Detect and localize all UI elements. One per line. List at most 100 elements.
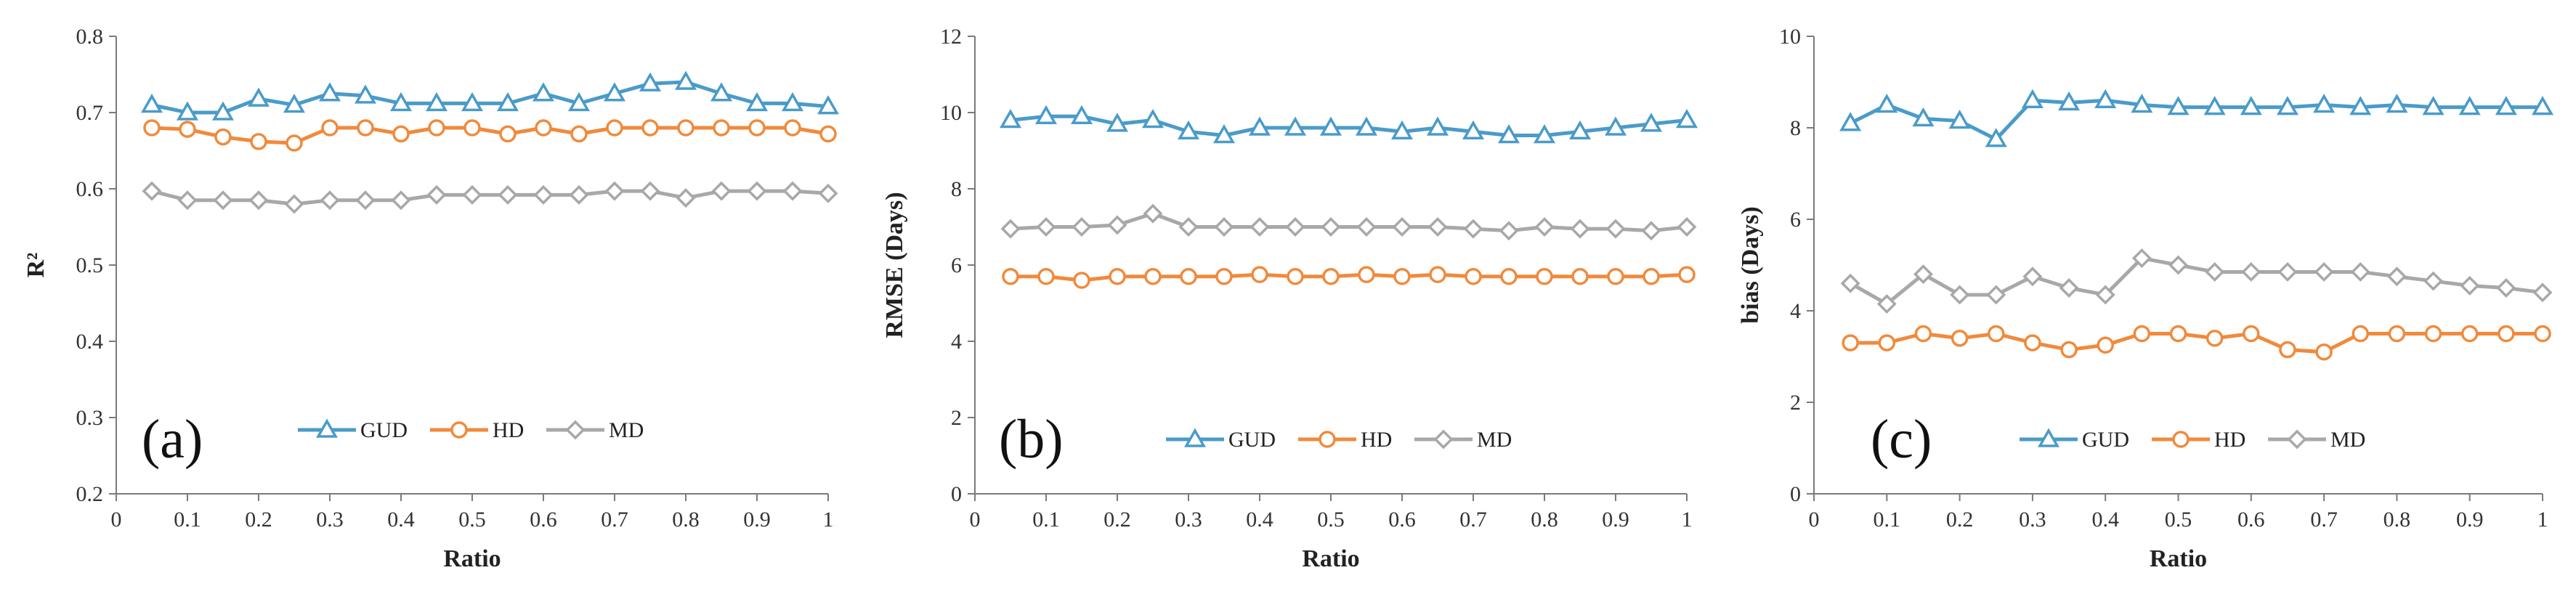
chart-c-gud-point-3 — [1948, 110, 1971, 129]
chart-b-hd-point-7 — [1251, 266, 1268, 283]
chart-b-hd-point-11 — [1393, 268, 1411, 285]
chart-c-md-point-0 — [1840, 273, 1860, 293]
chart-b-gud-point-16 — [1568, 120, 1592, 139]
chart-a-gud-point-0 — [140, 93, 163, 113]
chart-a-x-axis-title: Ratio — [443, 545, 501, 572]
chart-b-gud-point-11 — [1390, 120, 1414, 139]
chart-b-gud-point-9 — [1319, 116, 1342, 136]
chart-b-svg: 0 2 4 6 8 10 12 0 0.1 0.2 0.3 0.4 0.5 0.6 0.7 0.8 0.9 1 Ra… — [881, 25, 1698, 572]
chart-a-md-point-0 — [142, 181, 162, 201]
chart-c-hd-point-10 — [2206, 330, 2224, 347]
chart-a-md-point-14 — [640, 181, 660, 201]
chart-b-md-point-8 — [1285, 217, 1305, 237]
chart-a-md-point-11 — [533, 184, 554, 205]
chart-a-gud-point-3 — [247, 87, 270, 107]
chart-a-gud-point-1 — [176, 101, 199, 121]
chart-c-hd-point-7 — [2097, 336, 2114, 354]
chart-a-gud-point-9 — [461, 91, 484, 112]
chart-c-hd-point-16 — [2424, 325, 2442, 343]
chart-a-ytick-label-1: 0.3 — [76, 406, 104, 430]
chart-c-ytick-label-1: 2 — [1790, 391, 1801, 415]
chart-b-md-point-2 — [1072, 217, 1092, 237]
chart-a-hd-point-8 — [428, 119, 445, 137]
chart-a-gud-point-19 — [817, 95, 840, 115]
chart-a-series-md — [142, 181, 838, 214]
chart-c-hd-point-2 — [1914, 325, 1932, 343]
chart-c-xtick-label-8: 0.8 — [2383, 508, 2411, 532]
chart-b-hd-point-10 — [1358, 266, 1375, 283]
chart-a-hd-point-7 — [392, 125, 410, 143]
chart-c-hd-point-4 — [1988, 325, 2005, 343]
chart-c-md-point-6 — [2059, 278, 2079, 298]
chart-c-svg: 0 2 4 6 8 10 0 0.1 0.2 0.3 0.4 0.5 0.6 0.7 0.8 0.9 1 Rati… — [1737, 25, 2554, 572]
chart-b-hd-point-1 — [1037, 268, 1055, 285]
chart-c-gud-point-legend — [2037, 428, 2060, 447]
chart-c-hd-point-3 — [1951, 330, 1969, 347]
chart-a-hd-point-16 — [713, 119, 730, 137]
chart-c-xtick-label-0: 0 — [1809, 508, 1820, 532]
chart-panel-a: 0.2 0.3 0.4 0.5 0.6 0.7 0.8 0 0.1 0.2 0.3 0.4 0.5 0.6… — [0, 0, 857, 602]
chart-c-series-md — [1840, 248, 2553, 314]
chart-b-xtick-label-0: 0 — [970, 508, 981, 532]
chart-b-md-point-14 — [1499, 221, 1519, 241]
chart-c-hd-point-17 — [2460, 325, 2479, 343]
chart-c-hd-point-1 — [1878, 334, 1896, 351]
chart-b-hd-point-14 — [1500, 268, 1518, 285]
chart-b-gud-point-legend — [1183, 428, 1207, 447]
chart-c-ytick-label-2: 4 — [1790, 299, 1801, 323]
chart-b-ytick-label-2: 4 — [951, 330, 962, 354]
chart-c-hd-point-15 — [2388, 325, 2406, 343]
chart-a-xtick-label-10: 1 — [823, 508, 834, 532]
chart-c-series-gud — [1839, 89, 2554, 147]
chart-c-xtick-label-3: 0.3 — [2019, 508, 2046, 532]
chart-a-ytick-label-4: 0.6 — [76, 177, 104, 201]
chart-c-md-point-13 — [2314, 261, 2334, 282]
chart-b-legend-item-md: MD — [1414, 428, 1512, 452]
chart-c-md-point-legend — [2287, 429, 2307, 450]
chart-a-hd-point-11 — [535, 119, 552, 137]
chart-b-hd-point-9 — [1322, 268, 1340, 285]
chart-a-gud-point-14 — [639, 72, 662, 91]
chart-c-legend-item-gud: GUD — [2020, 428, 2129, 452]
chart-a-xtick-label-7: 0.7 — [601, 508, 628, 532]
chart-b-xtick-label-9: 0.9 — [1602, 508, 1629, 532]
chart-a-hd-point-legend — [450, 421, 468, 439]
chart-b-gud-point-5 — [1177, 120, 1200, 139]
chart-a-gud-point-16 — [710, 82, 733, 102]
chart-c-md-point-19 — [2532, 282, 2553, 303]
chart-c-hd-point-19 — [2534, 325, 2551, 343]
chart-b-ytick-label-1: 2 — [951, 406, 962, 430]
chart-a-gud-point-8 — [425, 91, 448, 112]
chart-c-xtick-label-1: 0.1 — [1874, 508, 1901, 532]
chart-panel-b: 0 2 4 6 8 10 12 0 0.1 0.2 0.3 0.4 0.5 0.6 0.7 0.8 0.9 1 Ra… — [857, 0, 1714, 602]
chart-a-ytick-label-6: 0.8 — [76, 25, 104, 49]
chart-b-legend-item-hd: HD — [1298, 428, 1392, 452]
chart-c-hd-point-14 — [2352, 325, 2369, 343]
chart-a-md-point-7 — [391, 190, 411, 211]
chart-b-hd-point-8 — [1287, 268, 1304, 285]
chart-b-md-point-16 — [1570, 219, 1590, 239]
chart-c-gud-point-2 — [1912, 107, 1935, 127]
chart-a-ytick-label-5: 0.7 — [76, 101, 104, 125]
chart-c-hd-point-8 — [2133, 325, 2151, 343]
chart-b-axes: 0 2 4 6 8 10 12 0 0.1 0.2 0.3 0.4 0.5 0.6 0.7 0.8 0.9 1 — [940, 25, 1693, 532]
chart-b-md-point-13 — [1463, 219, 1483, 239]
chart-c-legend: GUD HD MD — [2020, 428, 2365, 452]
chart-a-gud-point-17 — [745, 91, 769, 112]
chart-a-legend-label-hd: HD — [493, 418, 524, 442]
chart-b-ytick-label-5: 10 — [940, 101, 962, 125]
chart-b-ytick-label-4: 8 — [951, 177, 962, 201]
chart-a-series-gud — [140, 70, 840, 121]
chart-b-md-point-4 — [1143, 203, 1163, 224]
chart-a-md-point-4 — [284, 194, 304, 214]
chart-a-xtick-label-0: 0 — [111, 508, 122, 532]
chart-a-gud-point-5 — [318, 82, 341, 102]
chart-c-md-point-3 — [1950, 285, 1970, 305]
chart-b-gud-point-2 — [1070, 105, 1093, 124]
chart-a-hd-point-9 — [463, 119, 481, 137]
chart-c-md-point-16 — [2423, 271, 2444, 291]
chart-b-gud-point-14 — [1497, 123, 1520, 144]
chart-a-md-point-10 — [498, 184, 518, 205]
chart-b-gud-point-18 — [1640, 113, 1663, 132]
chart-b-hd-point-2 — [1073, 272, 1090, 289]
